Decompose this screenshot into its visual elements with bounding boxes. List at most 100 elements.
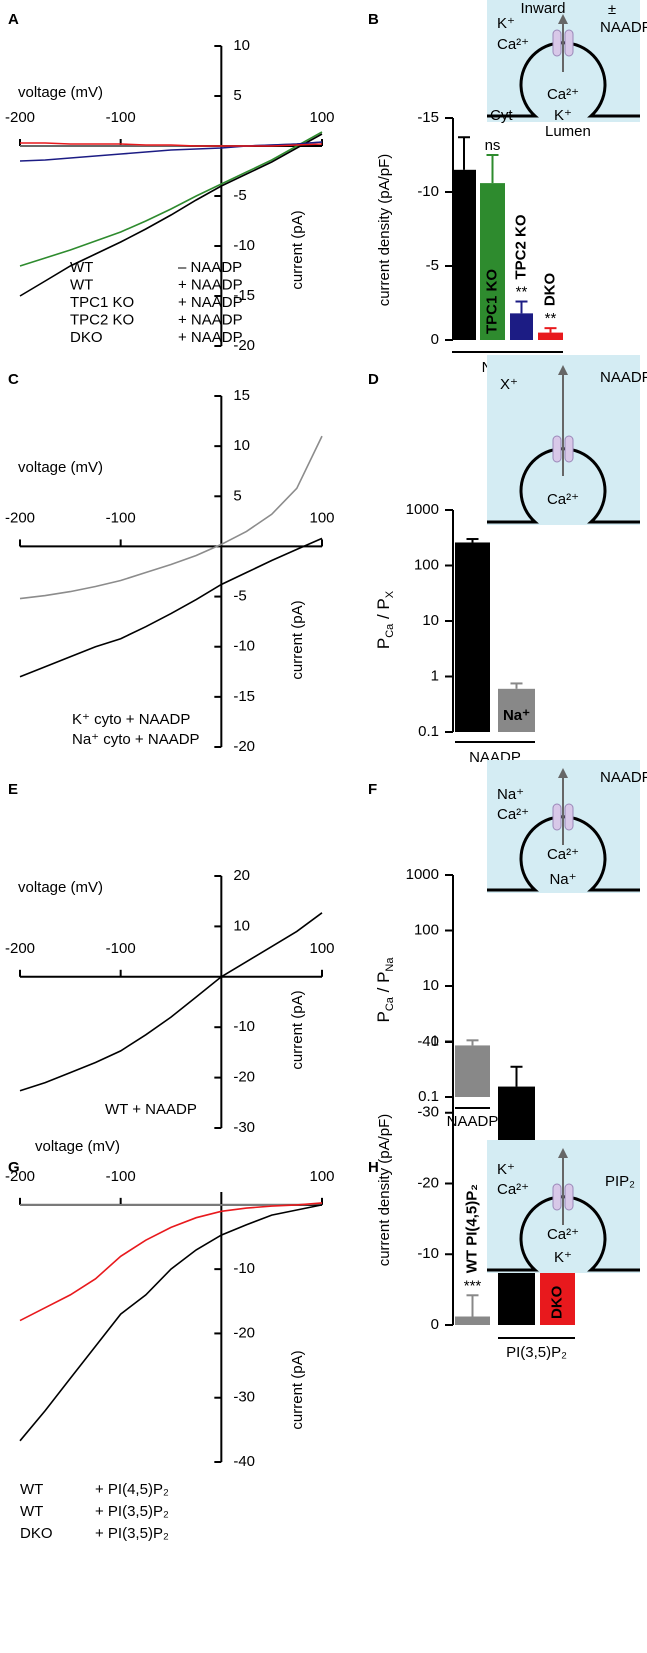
x-tick-label: -200 [5, 1168, 35, 1185]
y-tick-label: 10 [422, 977, 439, 994]
y-axis-label: current density (pA/pF) [376, 1114, 393, 1267]
bar-label: TPC1 KO [483, 269, 500, 334]
bar-label: Na⁺ [503, 707, 530, 724]
legend-label: DKO [70, 329, 103, 346]
bar-label: K⁺ [463, 707, 482, 724]
x-axis-label: voltage (mV) [35, 1138, 120, 1155]
y-axis-label-part: / P [374, 598, 393, 624]
inset-label: Ca²⁺ [547, 86, 579, 103]
legend-label: WT [20, 1481, 43, 1498]
y-axis-label: current (pA) [289, 990, 306, 1069]
trace [19, 1204, 323, 1442]
y-axis-label-part: Ca [384, 623, 396, 638]
y-tick-label: 10 [422, 612, 439, 629]
y-tick-label: -5 [426, 257, 439, 274]
y-tick-label: 100 [414, 921, 439, 938]
y-tick-label: -10 [233, 638, 255, 655]
bar [480, 183, 505, 340]
channel [564, 803, 574, 831]
legend-condition: + PI(3,5)P₂ [95, 1525, 169, 1542]
x-tick-label: 100 [309, 509, 334, 526]
y-tick-label: -20 [417, 1174, 439, 1191]
legend-condition: + PI(4,5)P₂ [95, 1481, 169, 1498]
bar [510, 313, 533, 340]
inset-label: Lumen [545, 123, 591, 140]
y-tick-label: 5 [233, 487, 241, 504]
panel-label: G [8, 1159, 20, 1176]
y-tick-label: 15 [233, 387, 250, 404]
legend-label: DKO [20, 1525, 53, 1542]
inset-label: NAADP [600, 769, 647, 786]
trace [19, 435, 323, 600]
inset-label: Ca²⁺ [547, 491, 579, 508]
y-tick-label: -20 [233, 1324, 255, 1341]
y-tick-label: 5 [233, 87, 241, 104]
y-tick-label: 10 [233, 917, 250, 934]
inset-label: K⁺ [497, 15, 515, 32]
legend-condition: + NAADP [178, 311, 243, 328]
x-tick-label: -200 [5, 109, 35, 126]
x-tick-label: -200 [5, 509, 35, 526]
x-tick-label: -100 [106, 509, 136, 526]
arrow-head [558, 14, 568, 24]
inset-label: ± [608, 1, 616, 18]
y-axis-label: current (pA) [289, 210, 306, 289]
channel [564, 435, 574, 463]
inset-label: Ca²⁺ [497, 36, 529, 53]
legend-condition: + NAADP [178, 329, 243, 346]
y-axis-label: PCa / PX [374, 590, 395, 649]
inset-label: K⁺ [554, 1249, 572, 1266]
y-tick-label: 10 [233, 437, 250, 454]
trace [19, 131, 323, 267]
bar [538, 332, 563, 340]
channel [552, 29, 562, 57]
y-tick-label: 0.1 [418, 723, 439, 740]
inset-label: Ca²⁺ [497, 1181, 529, 1198]
channel [564, 1183, 574, 1211]
x-tick-label: -100 [106, 940, 136, 957]
trace [19, 141, 323, 162]
y-tick-label: 1 [431, 1032, 439, 1049]
x-axis-label: voltage (mV) [18, 879, 103, 896]
legend-condition: – NAADP [178, 259, 242, 276]
x-tick-label: 100 [309, 109, 334, 126]
legend-label: WT + NAADP [105, 1101, 197, 1118]
y-axis-label: current density (pA/pF) [376, 154, 393, 307]
y-tick-label: -30 [233, 1389, 255, 1406]
significance: ** [545, 310, 557, 327]
y-tick-label: -10 [233, 1018, 255, 1035]
trace [20, 142, 323, 147]
legend-label: TPC2 KO [70, 311, 134, 328]
y-tick-label: -15 [233, 287, 255, 304]
y-tick-label: 1000 [406, 501, 439, 518]
legend-label: WT [70, 276, 93, 293]
y-axis-label-part: Na [384, 957, 396, 972]
legend-condition: + NAADP [178, 276, 243, 293]
panel-label: E [8, 781, 18, 798]
y-tick-label: 10 [233, 37, 250, 54]
y-tick-label: 1 [431, 667, 439, 684]
x-axis-label: voltage (mV) [18, 84, 103, 101]
inset-label: Ca²⁺ [547, 1226, 579, 1243]
inset-label: K⁺ [497, 1161, 515, 1178]
legend-label: TPC1 KO [70, 294, 134, 311]
panel-label: D [368, 371, 379, 388]
inset-label: Inward [520, 0, 565, 17]
panel-label: A [8, 11, 19, 28]
bar-label: WT [455, 311, 472, 334]
arrow-head [558, 1148, 568, 1158]
inset-label: Cyt [490, 107, 513, 124]
y-axis-label: PCa / PNa [374, 957, 395, 1023]
panel-label: B [368, 11, 379, 28]
legend-label: K⁺ cyto + NAADP [72, 711, 190, 728]
arrow-head [558, 365, 568, 375]
legend-condition: + PI(3,5)P₂ [95, 1503, 169, 1520]
y-tick-label: -40 [233, 1453, 255, 1470]
bar [455, 1045, 490, 1097]
y-tick-label: -40 [417, 1033, 439, 1050]
significance: ns [485, 137, 501, 154]
y-tick-label: -10 [417, 1245, 439, 1262]
bar [455, 542, 490, 732]
y-tick-label: -20 [233, 738, 255, 755]
